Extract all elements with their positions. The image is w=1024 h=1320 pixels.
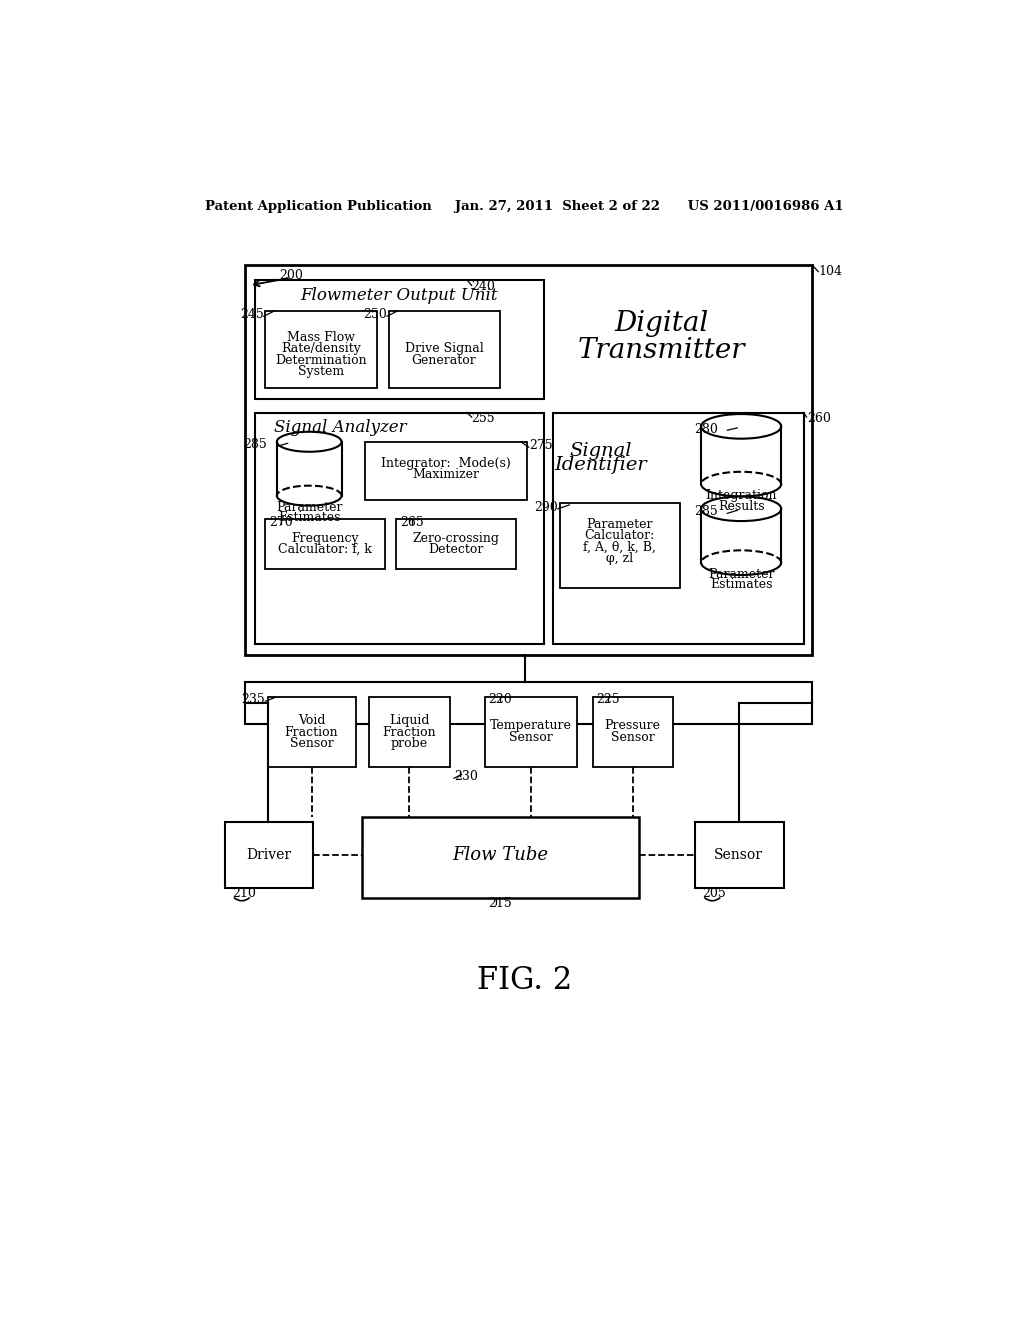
Text: Flow Tube: Flow Tube [453, 846, 548, 865]
Text: Driver: Driver [246, 849, 291, 862]
Text: Pressure: Pressure [604, 719, 660, 733]
Text: Sensor: Sensor [610, 731, 654, 744]
Text: 220: 220 [488, 693, 512, 706]
Text: Temperature: Temperature [490, 719, 571, 733]
Text: Calculator: f, k: Calculator: f, k [278, 543, 372, 556]
Text: f, A, θ, k, B,: f, A, θ, k, B, [583, 541, 656, 554]
Text: 275: 275 [529, 440, 553, 453]
Text: Transmitter: Transmitter [579, 338, 745, 364]
Text: Integrator:  Mode(s): Integrator: Mode(s) [381, 457, 511, 470]
Text: 205: 205 [702, 887, 726, 900]
Text: Frequency: Frequency [291, 532, 358, 545]
Bar [276, 442, 342, 496]
Text: φ, zl: φ, zl [606, 552, 633, 565]
Bar [553, 412, 804, 644]
Text: Rate/density: Rate/density [281, 342, 360, 355]
Text: Void: Void [298, 714, 326, 727]
Text: Parameter: Parameter [587, 517, 652, 531]
Text: System: System [298, 366, 344, 379]
Bar [366, 442, 527, 499]
Text: Signal Analyzer: Signal Analyzer [273, 420, 407, 437]
Text: 200: 200 [280, 269, 303, 282]
Text: Generator: Generator [412, 354, 476, 367]
Text: Results: Results [718, 500, 765, 513]
Text: Sensor: Sensor [509, 731, 553, 744]
Text: Determination: Determination [274, 354, 367, 367]
Text: Parameter: Parameter [275, 500, 342, 513]
Text: 210: 210 [232, 887, 256, 900]
Text: 280: 280 [694, 422, 718, 436]
Text: Flowmeter Output Unit: Flowmeter Output Unit [300, 286, 498, 304]
Text: Calculator:: Calculator: [585, 529, 654, 543]
Text: probe: probe [391, 737, 428, 750]
Bar [388, 312, 500, 388]
Text: 230: 230 [454, 770, 478, 783]
Bar [255, 412, 544, 644]
Bar [224, 822, 313, 887]
Bar [695, 822, 783, 887]
Bar [265, 312, 377, 388]
Text: Liquid: Liquid [389, 714, 429, 727]
Text: 270: 270 [269, 516, 293, 529]
Bar [484, 697, 578, 767]
Text: Maximizer: Maximizer [413, 469, 480, 482]
Text: Estimates: Estimates [710, 578, 772, 591]
Text: 245: 245 [240, 308, 264, 321]
Text: Parameter: Parameter [708, 568, 774, 581]
Bar [245, 265, 812, 655]
Bar [267, 697, 356, 767]
Text: 260: 260 [807, 412, 831, 425]
Text: Patent Application Publication     Jan. 27, 2011  Sheet 2 of 22      US 2011/001: Patent Application Publication Jan. 27, … [206, 199, 844, 213]
Bar [396, 519, 515, 569]
Text: Digital: Digital [614, 310, 709, 338]
Text: Drive Signal: Drive Signal [404, 342, 483, 355]
Text: Detector: Detector [428, 543, 483, 556]
Text: 250: 250 [364, 308, 387, 321]
Bar [593, 697, 674, 767]
Text: 290: 290 [535, 500, 558, 513]
Text: 240: 240 [472, 280, 496, 293]
Bar [701, 508, 781, 562]
Text: Identifier: Identifier [554, 455, 646, 474]
Text: 225: 225 [596, 693, 621, 706]
Text: Mass Flow: Mass Flow [287, 330, 354, 343]
Bar [255, 280, 544, 400]
Bar [560, 503, 680, 589]
Text: FIG. 2: FIG. 2 [477, 965, 572, 997]
Text: 285: 285 [243, 438, 267, 451]
Bar [361, 817, 639, 898]
Text: Sensor: Sensor [290, 737, 334, 750]
Text: Zero-crossing: Zero-crossing [412, 532, 499, 545]
Text: 215: 215 [488, 898, 512, 911]
Bar [265, 519, 385, 569]
Text: Estimates: Estimates [278, 511, 340, 524]
Text: Signal: Signal [569, 442, 632, 459]
Text: 104: 104 [818, 265, 842, 279]
Bar [370, 697, 451, 767]
Bar [245, 682, 812, 725]
Bar [701, 426, 781, 484]
Text: 285: 285 [694, 506, 718, 519]
Text: Integration: Integration [706, 490, 777, 502]
Text: 235: 235 [242, 693, 265, 706]
Text: 265: 265 [400, 516, 424, 529]
Text: Sensor: Sensor [715, 849, 763, 862]
Text: Fraction: Fraction [285, 726, 338, 739]
Text: 255: 255 [472, 412, 496, 425]
Text: Fraction: Fraction [383, 726, 436, 739]
